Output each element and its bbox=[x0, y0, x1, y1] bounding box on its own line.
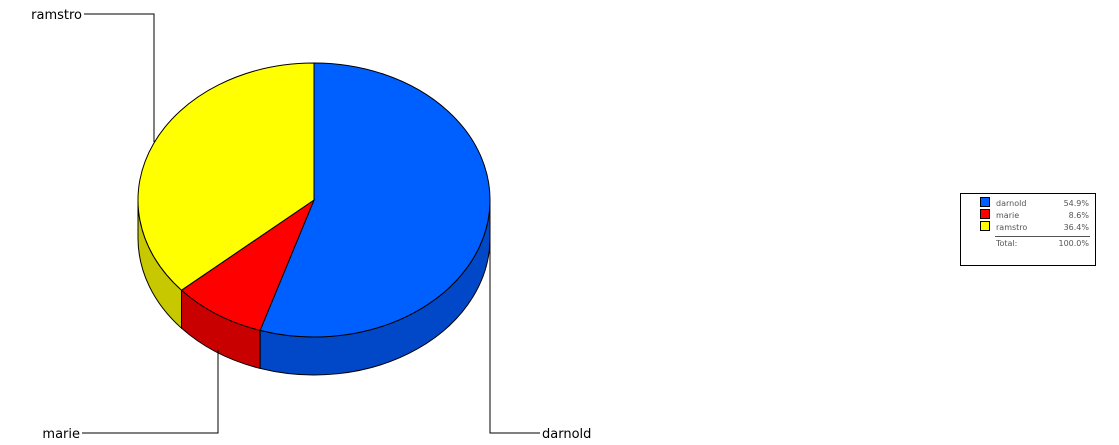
pie-tops bbox=[137, 62, 491, 338]
legend-value-marie: 8.6% bbox=[1069, 211, 1090, 220]
legend-swatch-marie bbox=[980, 209, 990, 219]
legend-swatch-darnold bbox=[980, 197, 990, 207]
callout-label-darnold: darnold bbox=[542, 427, 591, 442]
callout-line-marie bbox=[82, 350, 219, 434]
callout-line-darnold bbox=[489, 210, 540, 434]
callouts: darnold marie ramstro bbox=[31, 8, 591, 442]
legend: darnold 54.9% marie 8.6% ramstro 36.4% Total: 1… bbox=[960, 193, 1096, 266]
callout-label-ramstro: ramstro bbox=[31, 8, 82, 23]
legend-value-darnold: 54.9% bbox=[1064, 199, 1090, 208]
pie-slice-marie bbox=[180, 198, 316, 332]
legend-label-darnold: darnold bbox=[996, 199, 1026, 208]
legend-swatch-ramstro bbox=[980, 221, 990, 231]
callout-label-marie: marie bbox=[42, 427, 80, 442]
legend-value-ramstro: 36.4% bbox=[1064, 223, 1090, 232]
legend-total-label: Total: bbox=[995, 239, 1017, 248]
legend-label-marie: marie bbox=[996, 211, 1019, 220]
pie-slice-darnold bbox=[259, 62, 491, 338]
pie-slice-ramstro bbox=[137, 62, 315, 291]
legend-total-value: 100.0% bbox=[1058, 239, 1089, 248]
legend-label-ramstro: ramstro bbox=[996, 223, 1027, 232]
callout-line-ramstro bbox=[84, 13, 155, 142]
